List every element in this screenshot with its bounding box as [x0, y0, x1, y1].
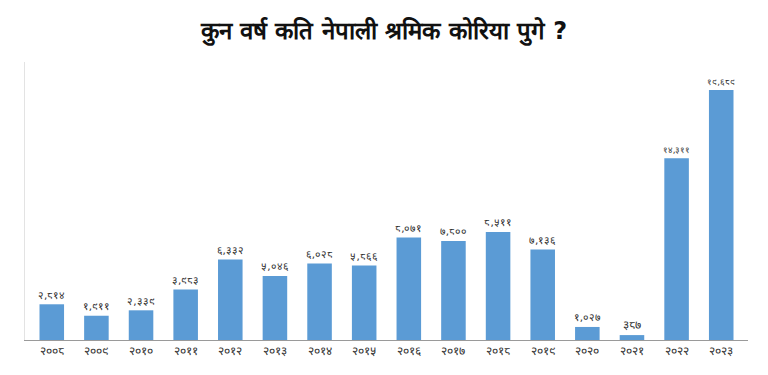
- svg-text:२००९: २००९: [84, 344, 108, 358]
- svg-text:२०१७: २०१७: [441, 344, 465, 358]
- svg-text:२०२०: २०२०: [575, 344, 599, 358]
- svg-text:२,३३९: २,३३९: [127, 295, 154, 307]
- svg-text:२०१८: २०१८: [486, 344, 510, 358]
- svg-text:५,०४६: ५,०४६: [261, 260, 288, 272]
- svg-text:१,९११: १,९११: [83, 300, 110, 312]
- svg-text:२०२३: २०२३: [709, 344, 733, 358]
- svg-text:२०११: २०११: [174, 344, 198, 358]
- svg-text:कुन वर्ष कति नेपाली श्रमिक कोर: कुन वर्ष कति नेपाली श्रमिक कोरिया पुगे ?: [200, 17, 567, 46]
- svg-text:७,८००: ७,८००: [440, 225, 467, 237]
- svg-text:२०१३: २०१३: [263, 344, 287, 358]
- svg-text:१९,६८९: १९,६८९: [707, 77, 735, 87]
- svg-text:२०२२: २०२२: [665, 344, 689, 358]
- svg-text:८,५११: ८,५११: [484, 216, 511, 228]
- svg-text:६,३३२: ६,३३२: [217, 244, 244, 256]
- svg-text:२०१४: २०१४: [308, 344, 332, 358]
- svg-text:७,१३६: ७,१३६: [529, 234, 556, 246]
- svg-text:२०१५: २०१५: [352, 344, 376, 358]
- svg-text:२०१२: २०१२: [218, 344, 242, 358]
- svg-text:२०२१: २०२१: [620, 344, 644, 358]
- svg-text:१४,३११: १४,३११: [663, 145, 691, 155]
- svg-text:२,८१४: २,८१४: [38, 289, 65, 301]
- svg-text:२०१०: २०१०: [129, 344, 153, 358]
- svg-text:५,८६६: ५,८६६: [350, 250, 377, 262]
- svg-text:१,०२७: १,०२७: [574, 311, 601, 323]
- svg-text:३,९८३: ३,९८३: [172, 274, 199, 286]
- svg-text:३८७: ३८७: [623, 318, 641, 332]
- svg-text:२००८: २००८: [40, 344, 64, 358]
- svg-text:६,०२८: ६,०२८: [306, 248, 333, 260]
- svg-text:२०१६: २०१६: [397, 344, 421, 358]
- svg-text:८,०७१: ८,०७१: [395, 222, 422, 234]
- svg-text:२०१९: २०१९: [531, 344, 555, 358]
